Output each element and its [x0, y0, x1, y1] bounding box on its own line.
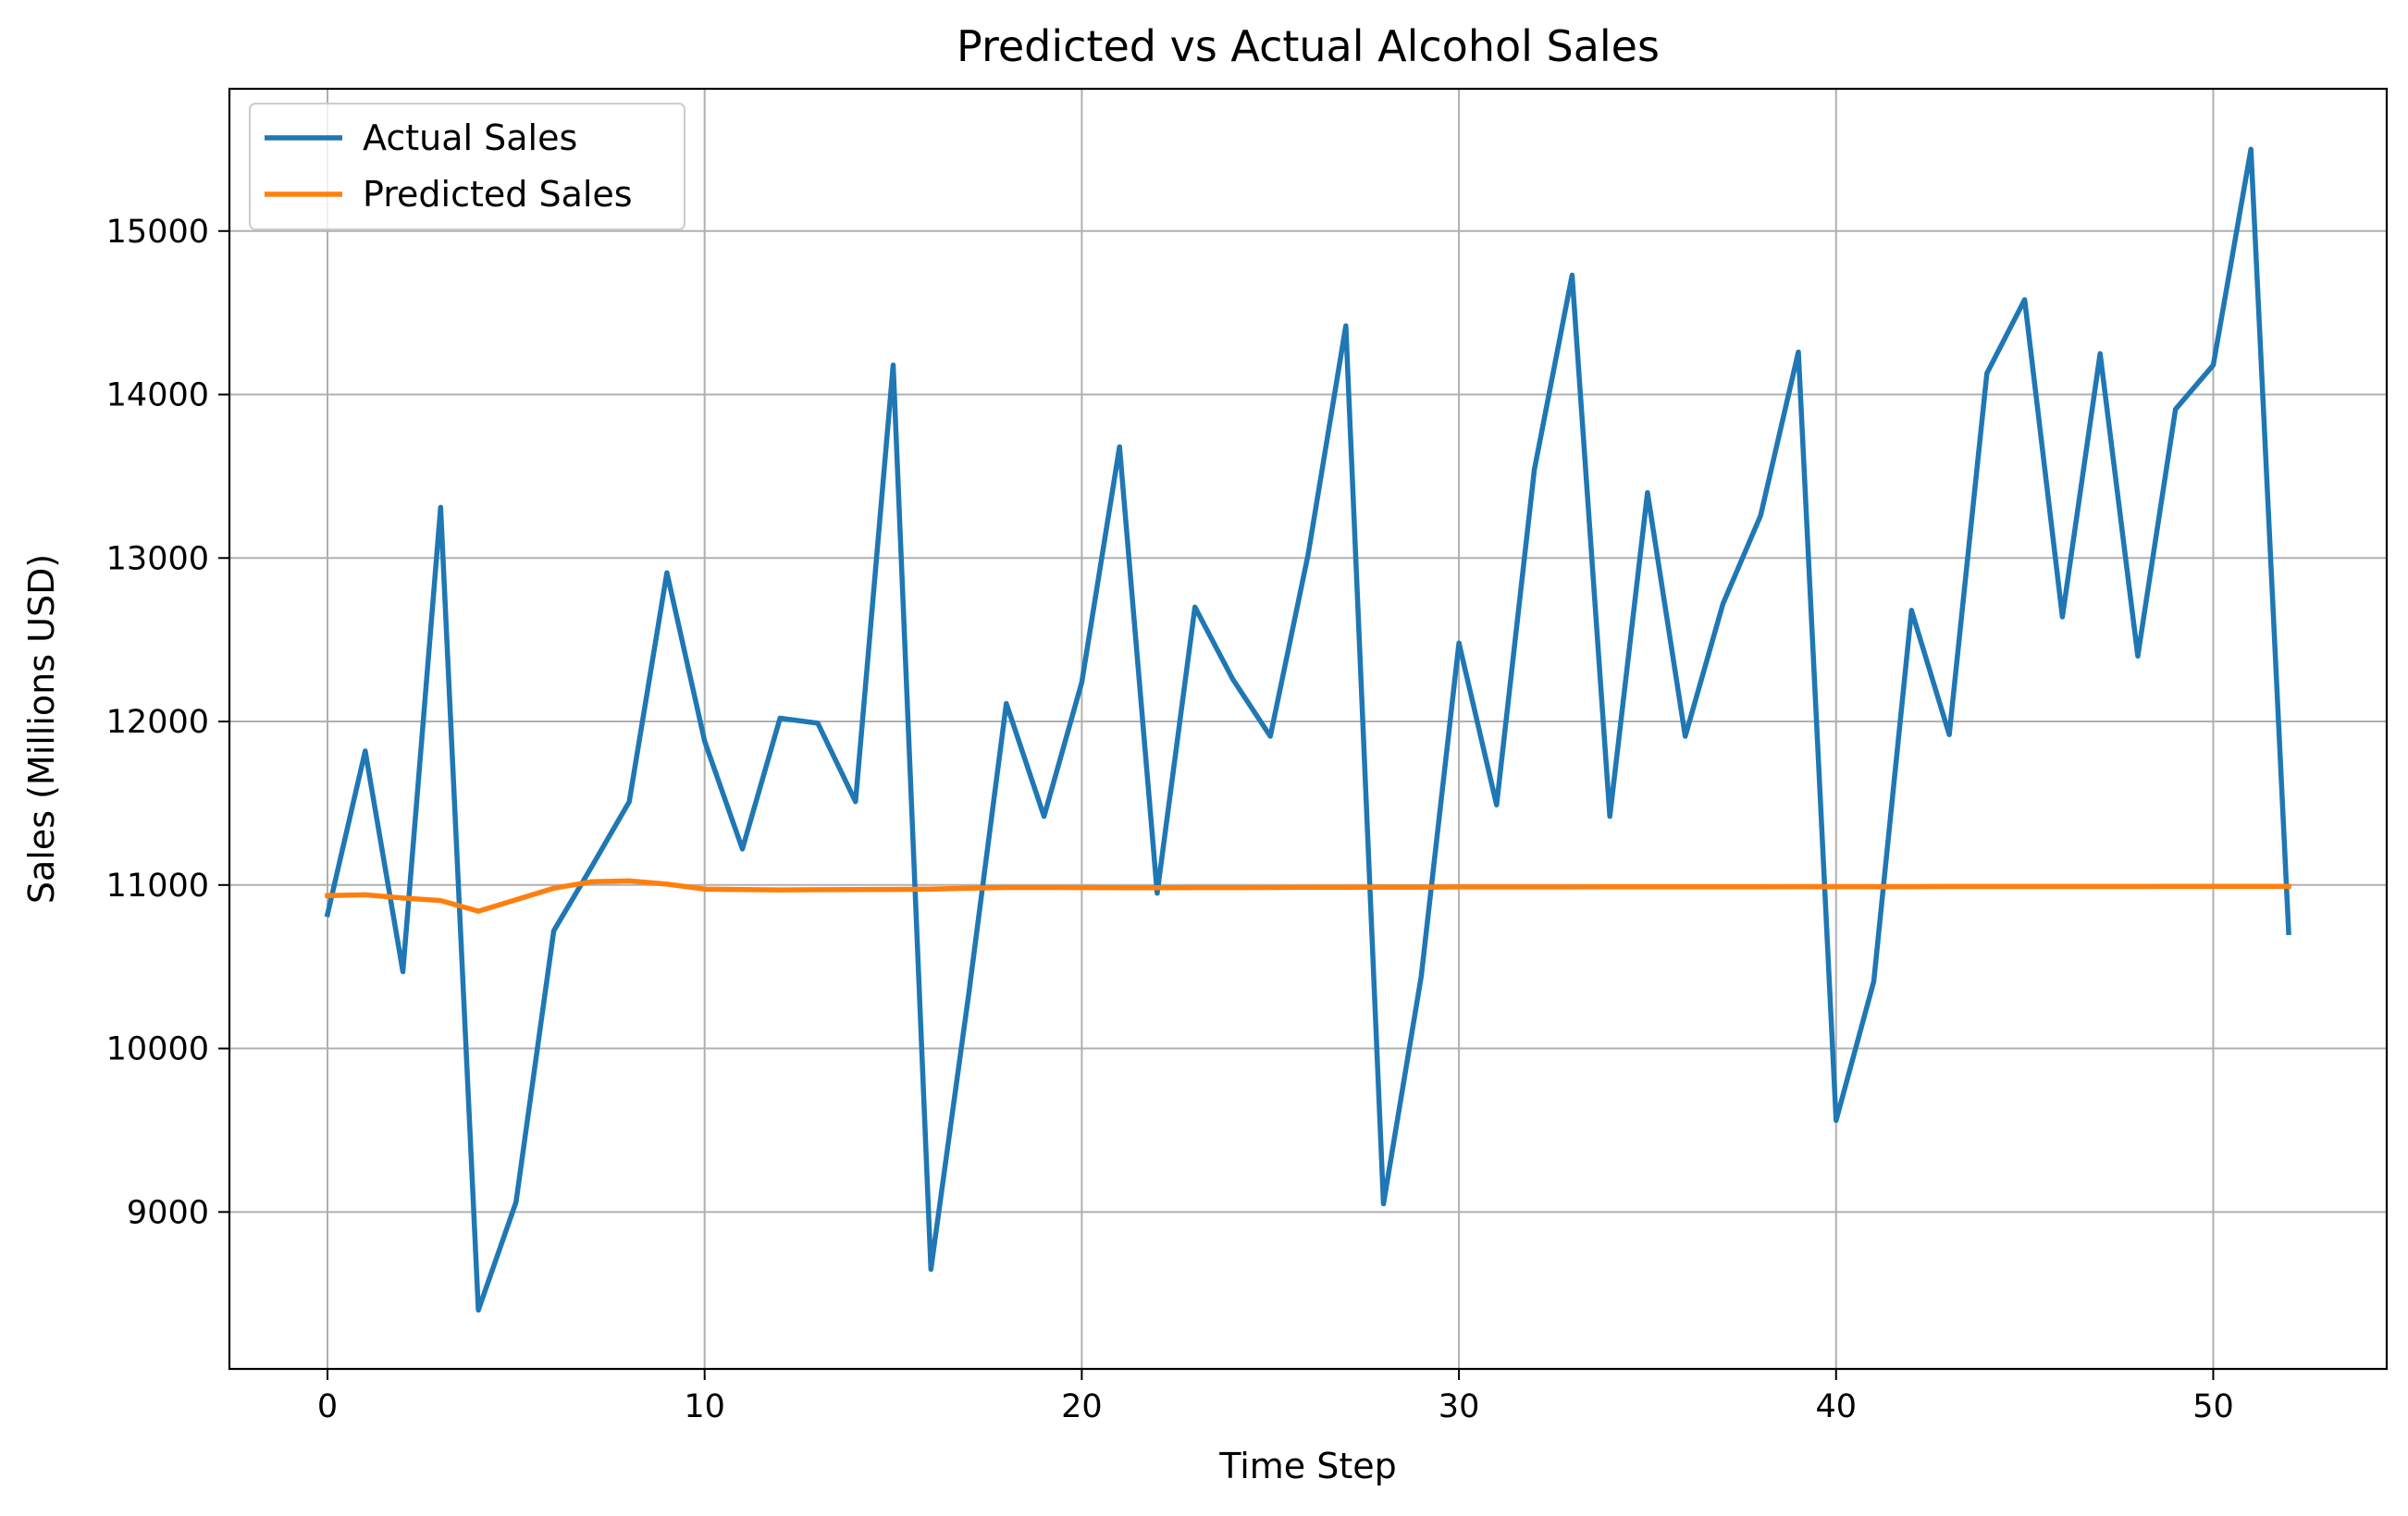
y-tick-label: 15000 — [106, 214, 209, 251]
y-tick-label: 9000 — [127, 1194, 209, 1231]
x-tick-label: 50 — [2192, 1388, 2234, 1425]
y-tick-label: 12000 — [106, 704, 209, 741]
y-tick-label: 10000 — [106, 1031, 209, 1068]
legend: Actual Sales Predicted Sales — [250, 104, 685, 229]
y-tick-label: 13000 — [106, 540, 209, 577]
chart-title: Predicted vs Actual Alcohol Sales — [957, 21, 1660, 71]
y-tick-label: 14000 — [106, 377, 209, 414]
y-tick-label: 11000 — [106, 868, 209, 905]
x-tick-label: 40 — [1815, 1388, 1857, 1425]
x-tick-label: 20 — [1061, 1388, 1103, 1425]
legend-label: Actual Sales — [363, 117, 577, 158]
y-axis-label: Sales (Millions USD) — [21, 554, 62, 904]
legend-label: Predicted Sales — [363, 174, 633, 215]
x-tick-label: 10 — [684, 1388, 725, 1425]
x-tick-label: 0 — [317, 1388, 338, 1425]
x-tick-label: 30 — [1439, 1388, 1480, 1425]
x-axis-label: Time Step — [1218, 1446, 1397, 1486]
